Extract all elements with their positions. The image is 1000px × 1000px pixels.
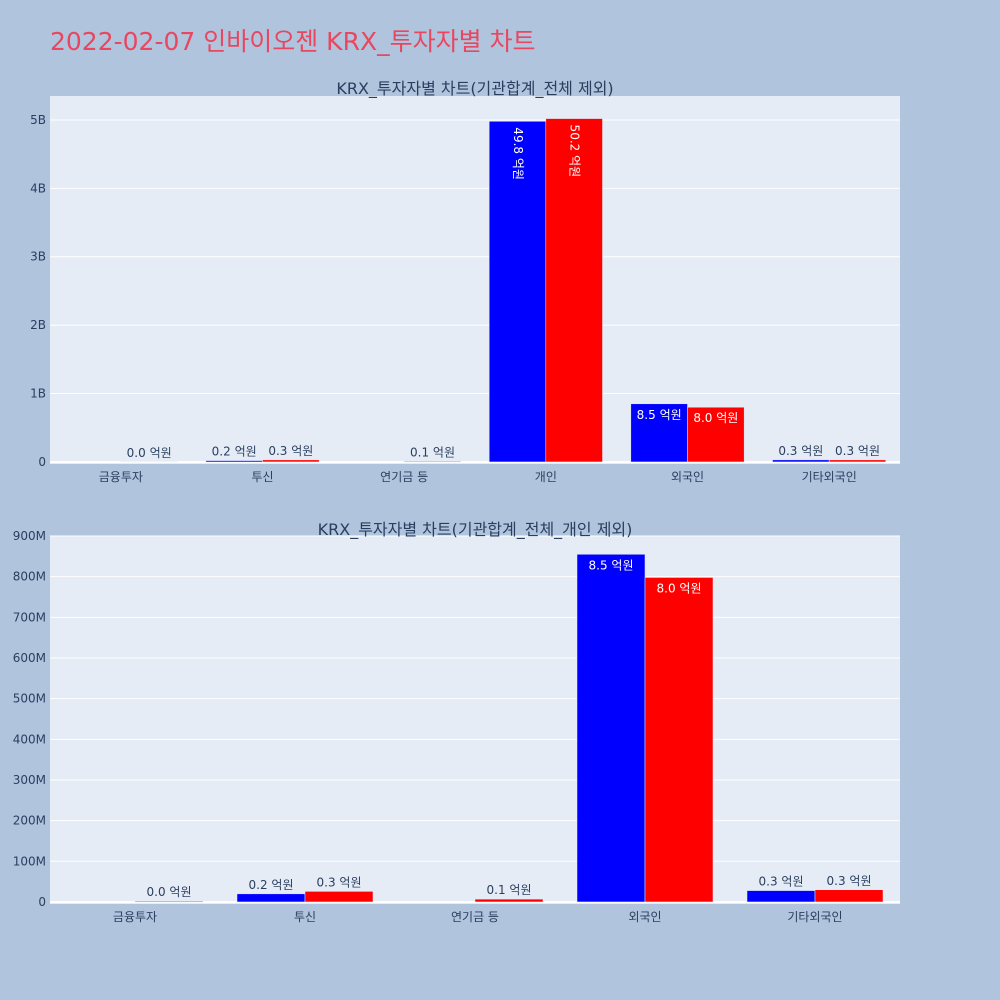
bar-data-label: 8.5 억원: [589, 558, 634, 572]
bar: [262, 459, 320, 463]
bar: [576, 554, 646, 903]
bar-data-label: 0.3 억원: [268, 444, 313, 458]
x-tick-label: 개인: [535, 470, 557, 484]
bar: [814, 889, 884, 903]
bar: [644, 577, 714, 903]
bar: [304, 891, 374, 903]
bar-data-label: 8.0 억원: [693, 411, 738, 425]
y-tick-label: 300M: [13, 773, 46, 787]
x-tick-label: 투신: [294, 910, 316, 924]
chart-subtitle: KRX_투자자별 차트(기관합계_전체_개인 제외): [318, 520, 633, 540]
y-tick-label: 800M: [13, 570, 46, 584]
bar-data-label: 0.3 억원: [827, 874, 872, 888]
y-tick-label: 200M: [13, 814, 46, 828]
bar: [630, 403, 688, 463]
y-tick-label: 500M: [13, 692, 46, 706]
x-tick-label: 연기금 등: [451, 910, 499, 924]
y-tick-label: 100M: [13, 854, 46, 868]
bar: [474, 898, 544, 903]
y-tick-label: 3B: [30, 250, 46, 264]
y-tick-label: 2B: [30, 318, 46, 332]
bar: [236, 893, 306, 903]
page-title: 2022-02-07 인바이오젠 KRX_투자자별 차트: [50, 27, 536, 56]
bar-data-label: 0.3 억원: [759, 875, 804, 889]
x-tick-label: 외국인: [628, 910, 661, 924]
bar: [134, 900, 204, 903]
bar: [828, 459, 887, 463]
bar-data-label: 0.1 억원: [410, 445, 455, 459]
y-tick-label: 600M: [13, 651, 46, 665]
x-tick-label: 투신: [251, 470, 273, 484]
x-tick-label: 금융투자: [113, 910, 157, 924]
bar: [746, 890, 816, 903]
bar-data-label: 0.3 억원: [778, 444, 823, 458]
bar-data-label: 50.2 억원: [568, 125, 582, 178]
y-tick-label: 400M: [13, 732, 46, 746]
bar-data-label: 0.2 억원: [249, 878, 294, 892]
x-tick-label: 외국인: [671, 470, 704, 484]
bar-data-label: 0.3 억원: [317, 875, 362, 889]
y-tick-label: 5B: [30, 113, 46, 127]
y-tick-label: 0: [38, 895, 46, 909]
x-tick-label: 금융투자: [99, 470, 143, 484]
x-tick-label: 기타외국인: [787, 910, 842, 924]
bar: [403, 461, 462, 463]
x-tick-label: 기타외국인: [802, 470, 857, 484]
plot-area: [50, 96, 900, 464]
chart-subtitle: KRX_투자자별 차트(기관합계_전체 제외): [336, 79, 613, 99]
bar-data-label: 0.0 억원: [147, 885, 192, 899]
bar-data-label: 0.1 억원: [487, 883, 532, 897]
y-tick-label: 0: [38, 455, 46, 469]
bar-data-label: 49.8 억원: [511, 127, 525, 180]
bar-data-label: 8.0 억원: [657, 581, 702, 595]
x-tick-label: 연기금 등: [380, 470, 428, 484]
y-tick-label: 4B: [30, 181, 46, 195]
y-tick-label: 700M: [13, 610, 46, 624]
bar-data-label: 0.2 억원: [212, 445, 257, 459]
y-tick-label: 1B: [30, 387, 46, 401]
bar-data-label: 8.5 억원: [637, 408, 682, 422]
y-tick-label: 900M: [13, 529, 46, 543]
bar-data-label: 0.3 억원: [835, 444, 880, 458]
bar: [687, 406, 745, 463]
bar-data-label: 0.0 억원: [127, 446, 172, 460]
plot-area: [50, 536, 900, 904]
bar: [488, 121, 547, 463]
bar: [545, 118, 603, 463]
